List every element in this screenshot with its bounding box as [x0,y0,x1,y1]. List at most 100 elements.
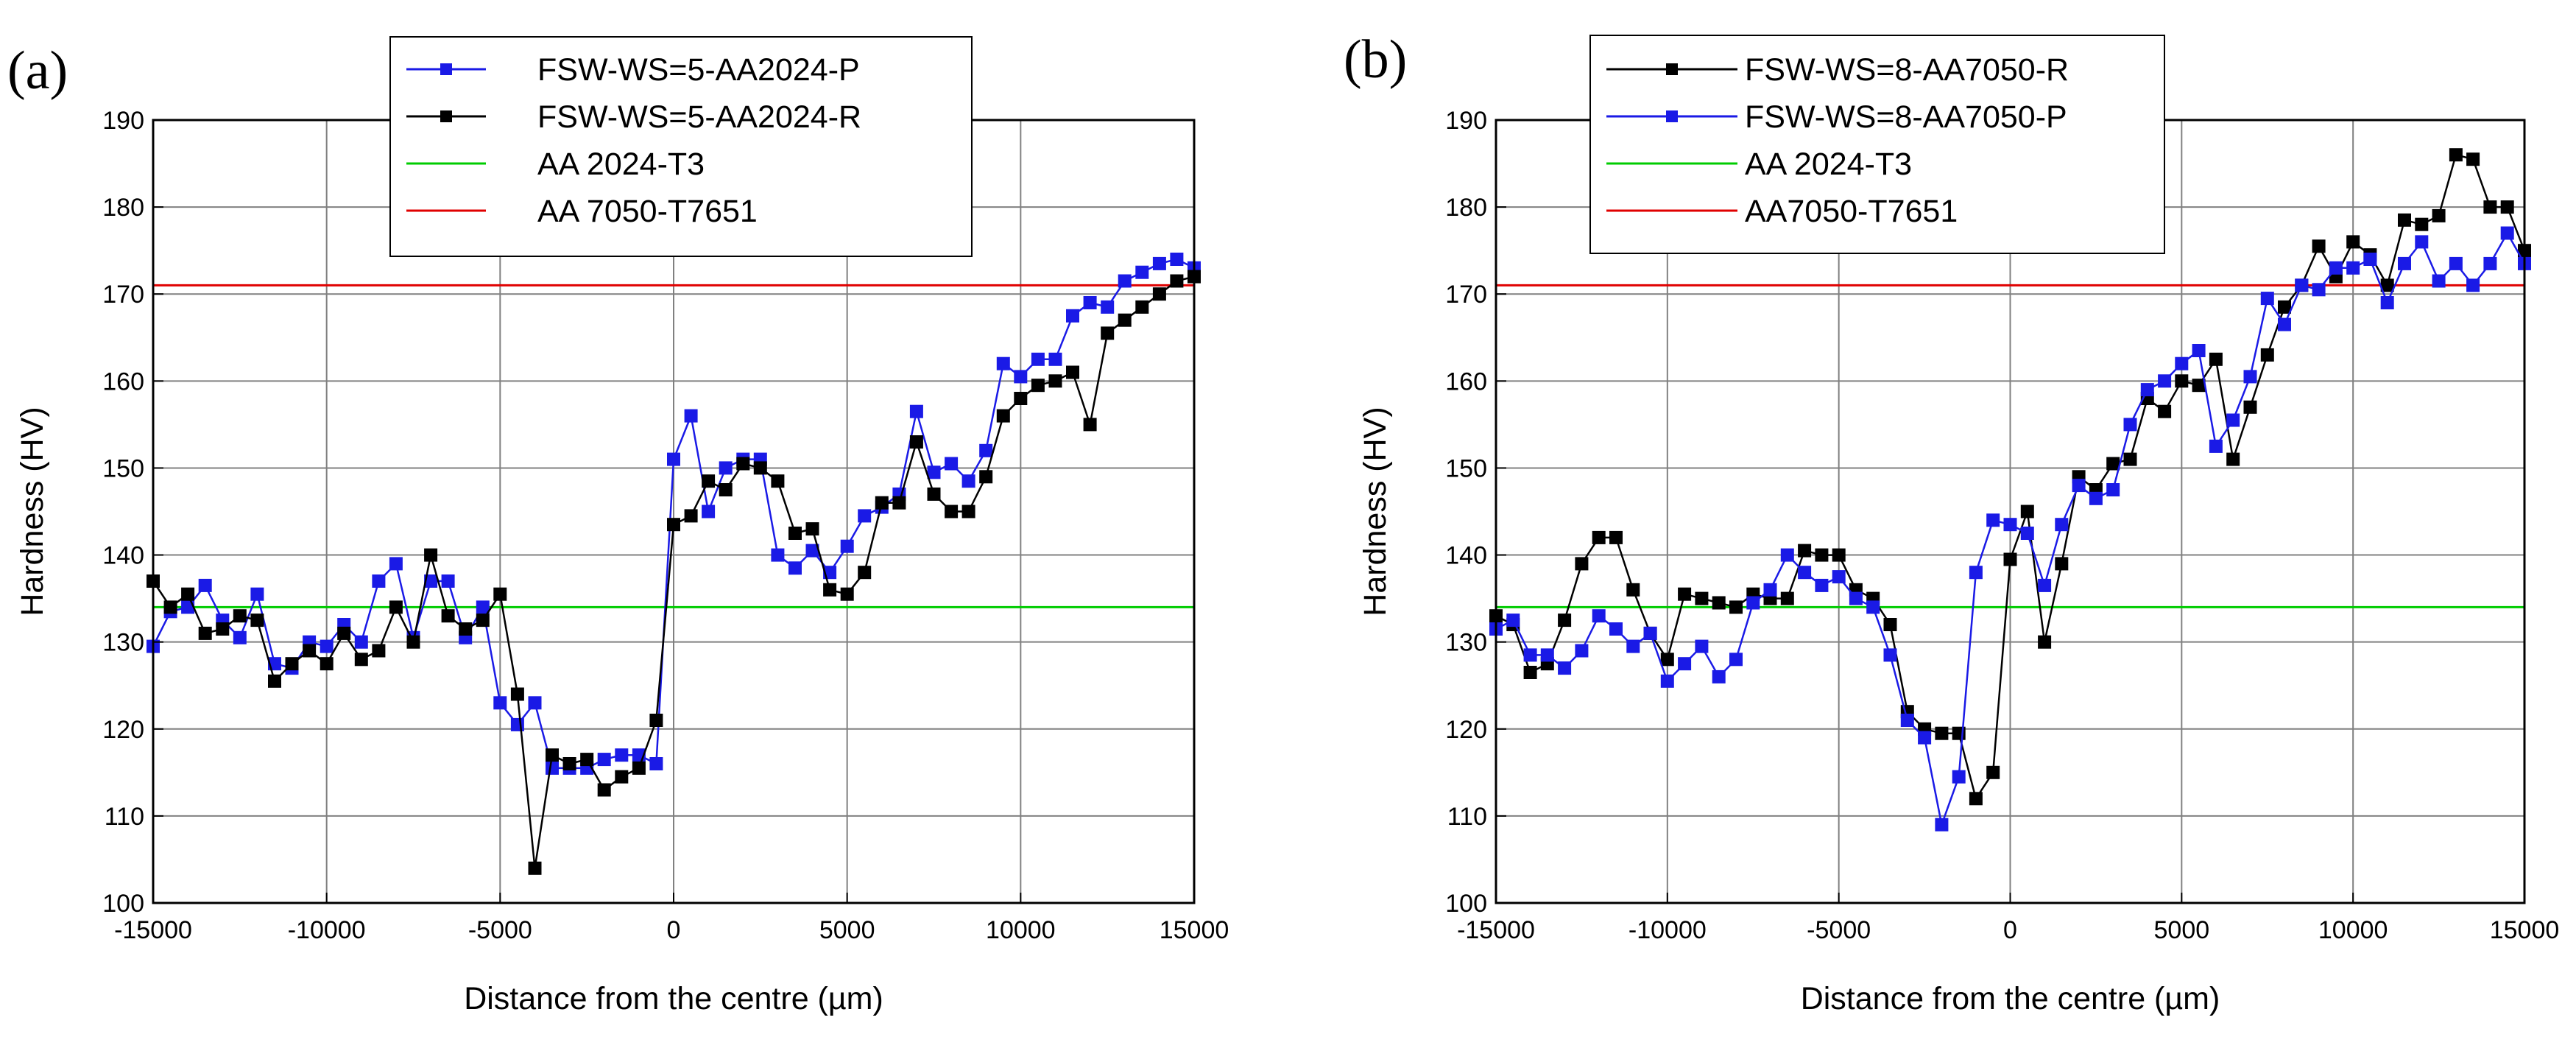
data-point-a-2-2 [181,587,195,601]
data-point-a-1-48 [979,443,993,457]
legend-label-a-2: FSW-WS=5-AA2024-R [537,99,861,135]
data-point-b-2-27 [1952,770,1966,784]
data-point-a-2-26 [597,783,611,797]
data-point-b-2-32 [2038,578,2052,592]
data-point-b-1-10 [1660,653,1674,667]
data-point-b-2-1 [1506,614,1520,628]
data-point-b-2-41 [2192,344,2206,357]
data-point-b-2-51 [2363,253,2377,266]
data-point-a-2-33 [719,483,733,496]
data-point-a-2-19 [476,614,490,628]
reference-lines-a [153,284,1194,608]
data-point-b-2-9 [1643,626,1657,640]
data-point-b-1-40 [2175,374,2189,388]
data-point-a-1-53 [1066,309,1079,323]
legend-swatch-marker-a-2 [440,110,452,122]
series-markers-a-2 [147,270,1201,875]
data-point-b-1-7 [1609,530,1623,544]
y-tick-label-a-3: 130 [102,629,144,657]
data-point-a-2-1 [163,600,177,614]
data-point-a-1-6 [250,587,264,601]
data-point-b-1-30 [2003,552,2017,566]
data-point-b-2-17 [1780,548,1794,562]
y-tick-label-b-2: 120 [1445,716,1487,744]
data-point-b-2-38 [2140,383,2154,397]
data-point-b-2-59 [2500,226,2514,240]
data-point-a-2-21 [510,687,524,701]
data-point-b-2-30 [2003,518,2017,532]
data-point-b-2-19 [1815,578,1829,592]
data-point-a-2-20 [493,587,507,601]
data-point-b-2-16 [1763,583,1777,597]
data-point-a-1-51 [1031,352,1045,366]
data-point-a-2-53 [1066,365,1079,379]
chart-panel-b: (b) -15000 -10000 -5000 0 5000 10000 15000 100 1… [1344,29,2559,1016]
data-point-a-2-15 [406,635,420,649]
data-point-b-2-35 [2089,491,2103,505]
data-point-a-2-34 [736,457,750,471]
data-point-a-2-17 [441,609,455,623]
data-point-a-1-27 [615,748,629,762]
data-point-b-2-47 [2295,278,2309,292]
data-point-a-2-35 [753,461,767,475]
data-point-b-2-55 [2432,274,2446,288]
data-point-a-1-49 [996,356,1010,370]
data-point-a-2-14 [389,600,403,614]
data-point-a-2-28 [632,761,646,775]
data-point-a-2-39 [823,583,837,597]
legend-label-b-1: FSW-WS=8-AA7050-R [1745,52,2069,88]
data-point-a-1-17 [441,574,455,588]
data-point-a-2-3 [198,626,212,640]
data-point-b-1-23 [1883,618,1897,631]
data-point-b-2-3 [1540,648,1554,662]
data-point-a-1-10 [320,639,334,653]
legend-entry-a-2: FSW-WS=5-AA2024-R [406,99,861,135]
data-point-a-2-23 [546,748,559,762]
data-point-b-1-48 [2312,239,2326,253]
x-tick-label-a-4: 5000 [819,916,875,944]
x-axis-title-a: Distance from the centre (µm) [464,981,883,1016]
data-point-b-2-23 [1883,648,1897,662]
ticks-b: -15000 -10000 -5000 0 5000 10000 15000 100 110 12… [1445,107,2559,944]
data-point-b-1-32 [2038,635,2052,649]
data-point-b-1-54 [2415,217,2429,231]
data-point-b-2-53 [2398,256,2411,270]
y-tick-label-b-8: 180 [1445,194,1487,222]
data-point-a-2-16 [424,548,438,562]
y-tick-label-b-6: 160 [1445,368,1487,396]
data-point-a-1-13 [372,574,386,588]
y-tick-label-a-0: 100 [102,890,144,918]
data-point-b-2-5 [1575,644,1589,658]
data-point-a-2-31 [684,509,698,523]
legend-label-b-3: AA 2024-T3 [1745,147,1912,182]
data-point-b-1-50 [2346,235,2360,249]
data-point-a-2-45 [927,487,941,501]
data-point-a-1-12 [354,635,368,649]
data-point-a-1-57 [1135,265,1149,279]
data-point-b-2-14 [1729,653,1743,667]
data-point-b-2-58 [2483,256,2497,270]
data-point-b-2-26 [1935,818,1949,832]
legend-swatch-marker-a-1 [440,63,452,75]
data-point-a-2-38 [805,522,819,536]
x-tick-label-a-3: 0 [667,916,681,944]
data-point-a-2-10 [320,657,334,671]
data-point-a-2-32 [702,474,716,488]
data-point-b-2-10 [1660,674,1674,688]
data-point-a-1-26 [597,753,611,767]
data-point-b-2-4 [1558,661,1572,675]
data-point-a-2-55 [1101,326,1115,340]
data-point-b-2-57 [2466,278,2480,292]
data-point-b-1-12 [1695,591,1709,605]
data-point-b-2-52 [2380,296,2394,309]
data-point-b-1-36 [2106,457,2120,471]
data-point-a-1-5 [233,630,247,644]
legend-label-a-3: AA 2024-T3 [537,147,705,182]
data-point-b-1-26 [1935,726,1949,740]
ticks-a: -15000 -10000 -5000 0 5000 10000 15000 100 110 12… [102,107,1229,944]
legend-label-a-1: FSW-WS=5-AA2024-P [537,52,860,88]
data-point-b-2-54 [2415,235,2429,249]
data-point-b-2-40 [2175,356,2189,370]
data-point-a-2-27 [615,770,629,784]
